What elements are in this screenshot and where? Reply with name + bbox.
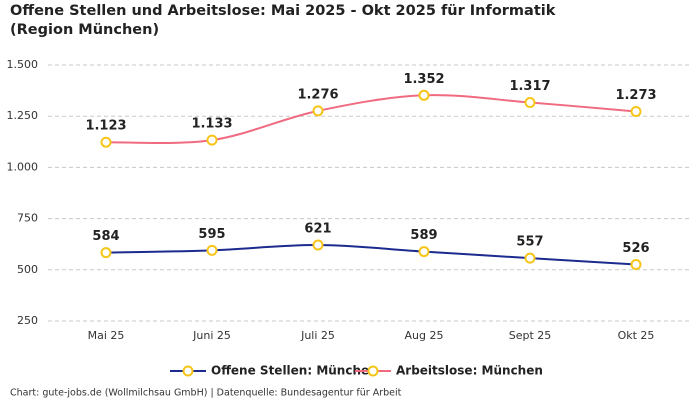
source: Chart: gute-jobs.de (Wollmilchsau GmbH) … <box>10 388 402 399</box>
x-tick-label: Okt 25 <box>618 329 655 342</box>
value-label: 584 <box>92 229 119 244</box>
x-tick-label: Mai 25 <box>88 329 125 342</box>
y-tick-label: 250 <box>17 314 38 327</box>
value-label: 1.352 <box>403 72 444 87</box>
point-marker <box>312 105 324 117</box>
value-label: 621 <box>304 222 331 237</box>
legend-marker <box>367 365 379 377</box>
point-marker <box>418 246 430 258</box>
point-marker <box>206 244 218 256</box>
y-tick-label: 1.250 <box>7 109 39 122</box>
point-marker <box>418 89 430 101</box>
point-marker <box>524 252 536 264</box>
point-marker <box>312 239 324 251</box>
value-label: 526 <box>622 241 649 256</box>
value-label: 1.317 <box>509 79 550 94</box>
x-tick-label: Aug 25 <box>405 329 444 342</box>
point-marker <box>100 136 112 148</box>
legend-label: Offene Stellen: München <box>211 364 378 378</box>
x-tick-label: Juli 25 <box>300 329 335 342</box>
y-tick-label: 1.000 <box>7 160 39 173</box>
point-marker <box>206 134 218 146</box>
x-tick-label: Sept 25 <box>509 329 552 342</box>
point-marker <box>630 105 642 117</box>
value-label: 557 <box>516 235 543 250</box>
value-label: 1.273 <box>615 88 656 103</box>
series-line <box>105 94 637 145</box>
series-line <box>105 244 637 266</box>
point-marker <box>524 96 536 108</box>
y-tick-label: 1.500 <box>7 58 39 71</box>
chart-title: Offene Stellen und Arbeitslose: Mai 2025… <box>10 3 556 38</box>
y-tick-label: 500 <box>17 263 38 276</box>
x-tick-label: Juni 25 <box>192 329 231 342</box>
legend-marker <box>182 365 194 377</box>
value-label: 589 <box>410 228 437 243</box>
point-marker <box>630 258 642 270</box>
value-label: 595 <box>198 227 225 242</box>
point-marker <box>100 247 112 259</box>
value-label: 1.123 <box>85 119 126 134</box>
value-label: 1.276 <box>297 87 338 102</box>
legend-label: Arbeitslose: München <box>396 364 543 378</box>
y-tick-label: 750 <box>17 212 38 225</box>
value-label: 1.133 <box>191 117 232 132</box>
